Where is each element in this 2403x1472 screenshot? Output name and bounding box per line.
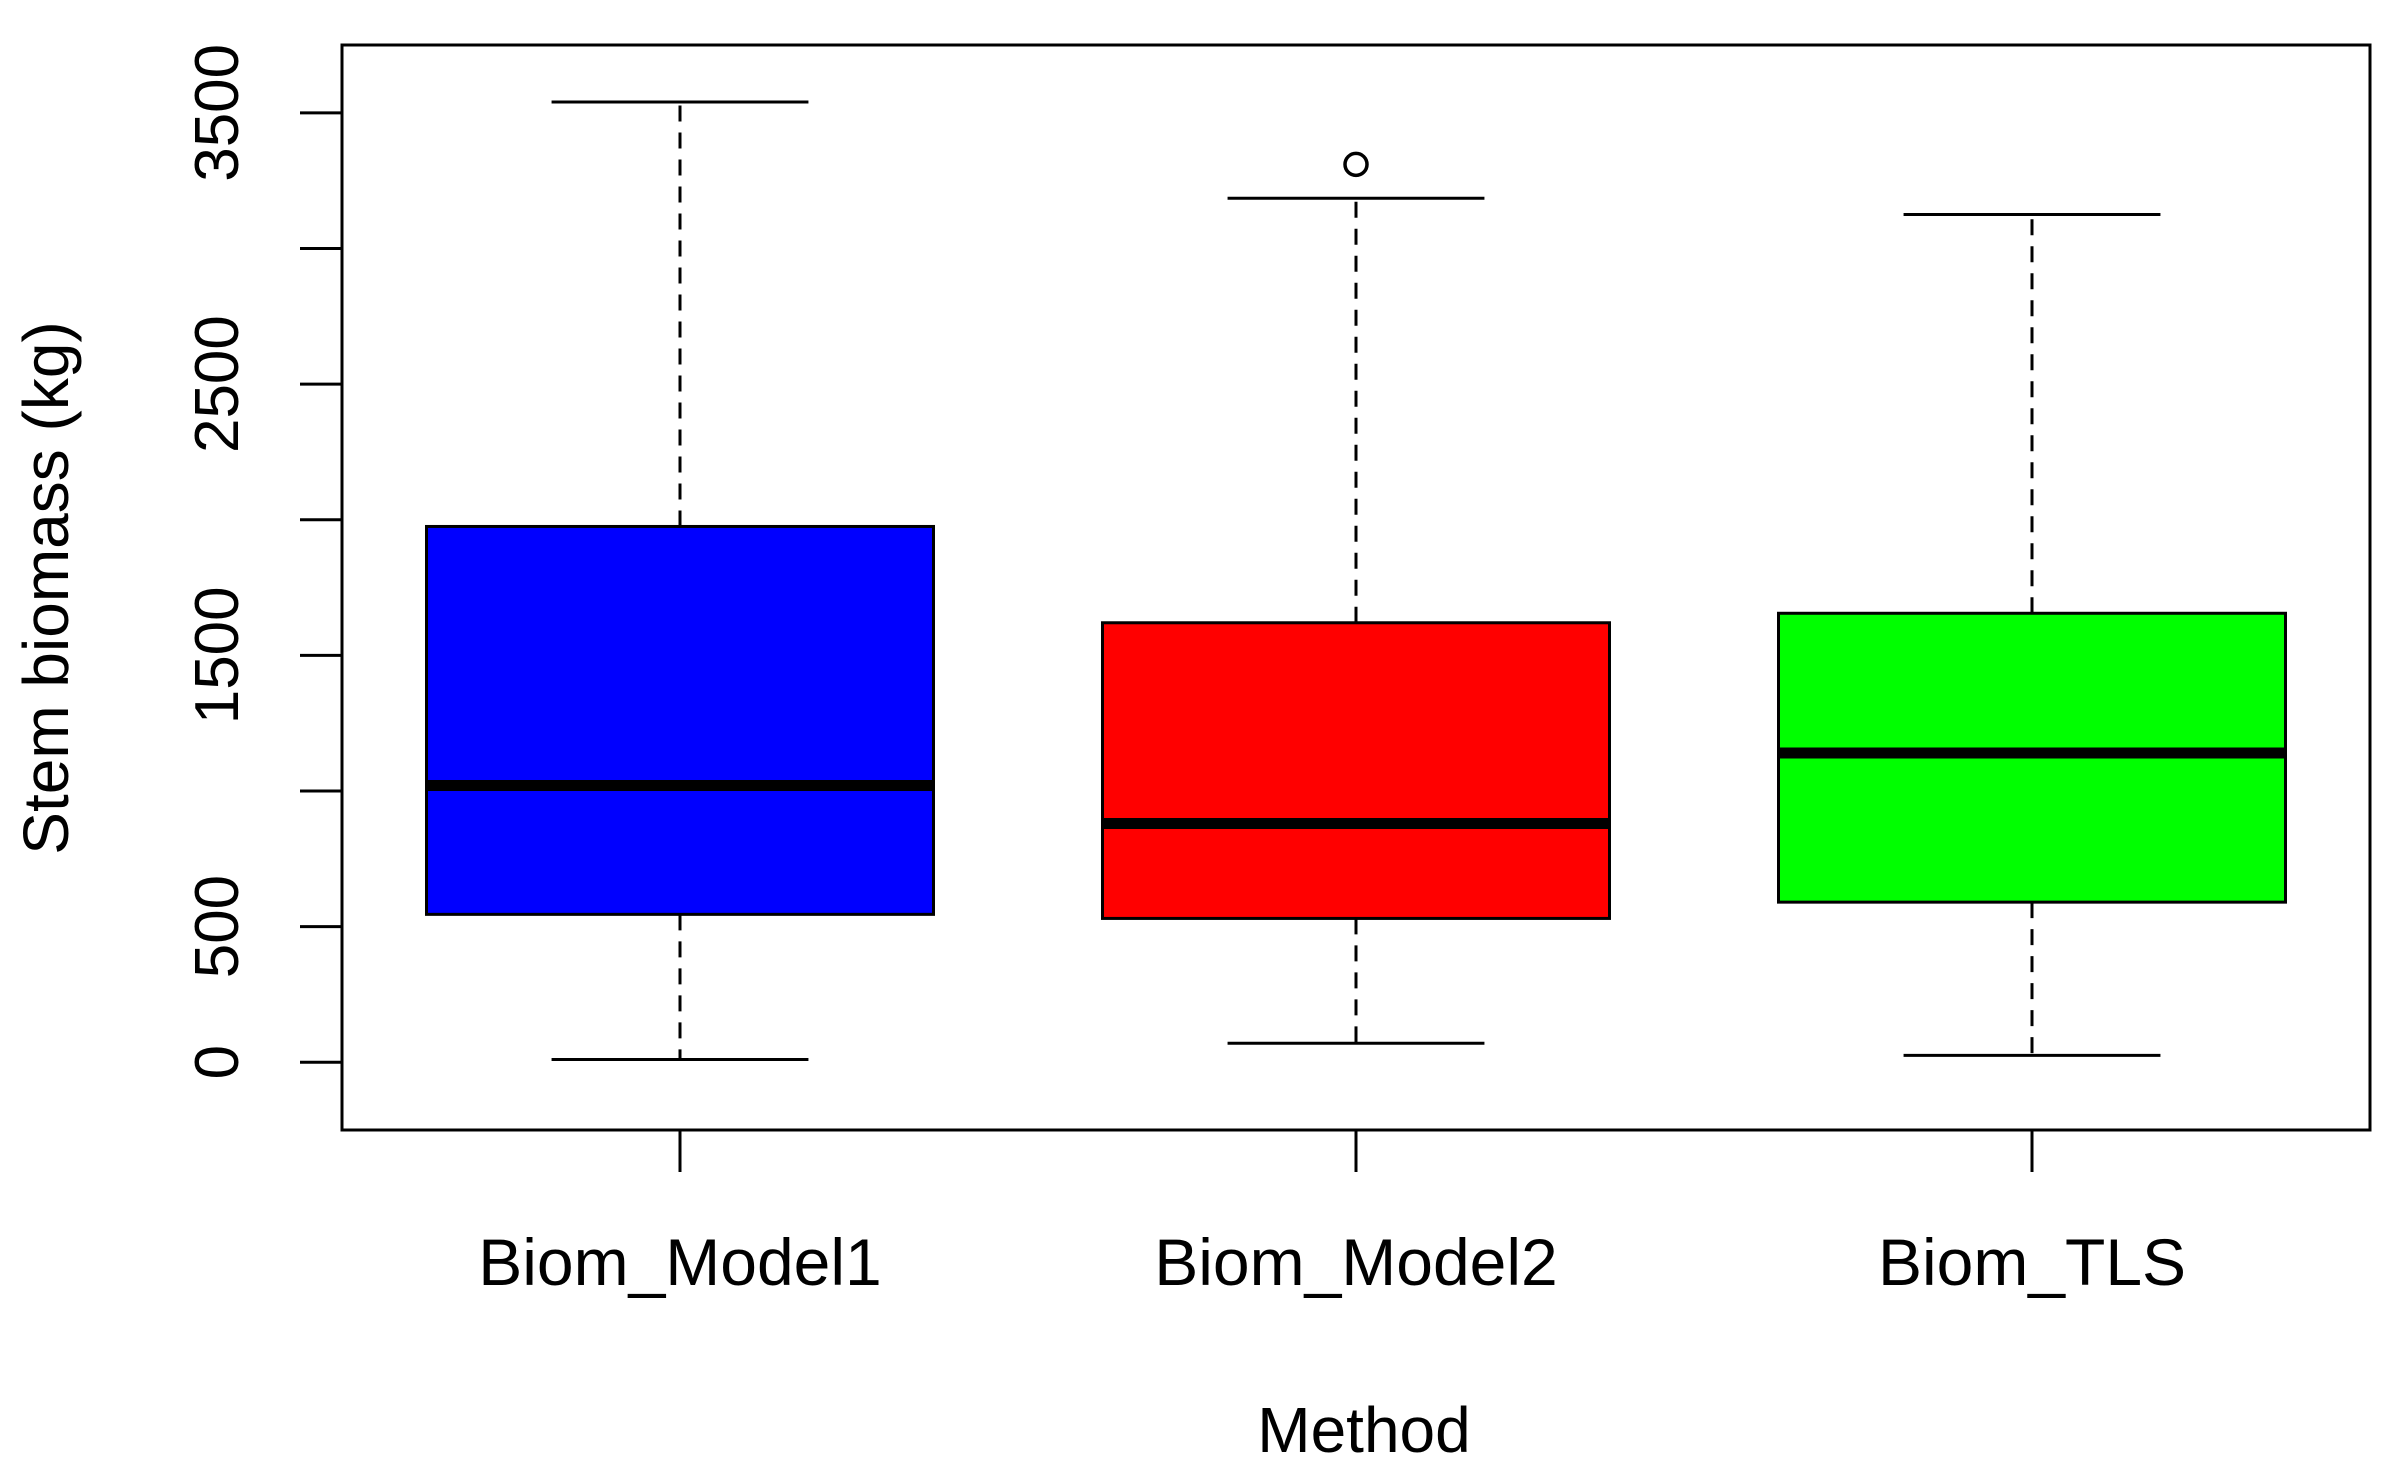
x-category-label: Biom_TLS xyxy=(1878,1225,2186,1299)
box-Biom_Model1 xyxy=(425,100,935,1061)
y-axis-title: Stem biomass (kg) xyxy=(10,321,82,854)
iqr-box xyxy=(1101,621,1611,920)
y-tick-label: 0 xyxy=(183,1045,252,1079)
y-tick-label: 2500 xyxy=(183,315,252,453)
y-axis: 0 500 1500 2500 3500 xyxy=(183,44,342,1079)
iqr-box xyxy=(425,524,935,916)
y-tick-label: 3500 xyxy=(183,44,252,182)
x-category-label: Biom_Model2 xyxy=(1154,1225,1558,1299)
x-axis-title: Method xyxy=(1257,1394,1470,1466)
y-tick-label: 500 xyxy=(183,875,252,978)
y-tick-label: 1500 xyxy=(183,586,252,724)
box-Biom_Model2 xyxy=(1101,151,1611,1045)
x-axis: Biom_Model1 Biom_Model2 Biom_TLS xyxy=(478,1130,2186,1299)
outlier-point xyxy=(1343,151,1369,178)
x-category-label: Biom_Model1 xyxy=(478,1225,882,1299)
box-Biom_TLS xyxy=(1777,213,2287,1057)
boxes xyxy=(425,100,2287,1061)
